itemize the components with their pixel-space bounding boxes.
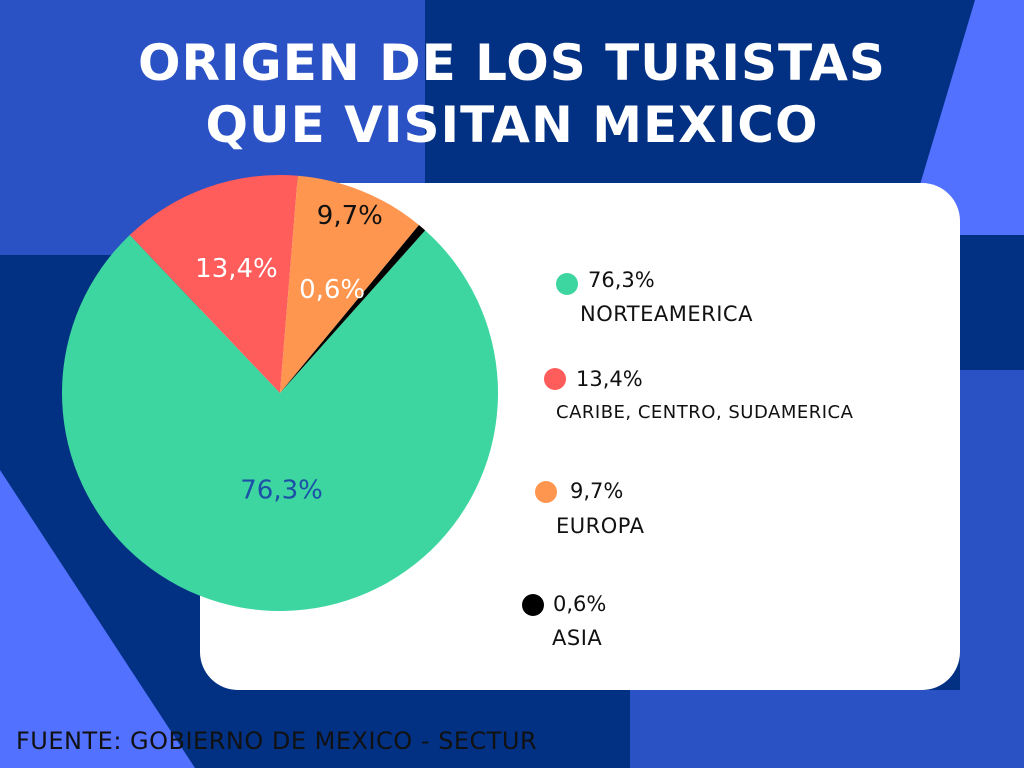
bg-block-bottom-left	[0, 470, 195, 768]
legend-swatch	[556, 273, 578, 295]
source-footer: FUENTE: GOBIERNO DE MEXICO - SECTUR	[16, 727, 538, 755]
legend-value: 13,4%	[576, 367, 643, 391]
bg-block-bottom-right	[630, 690, 1024, 768]
bg-block-right	[960, 370, 1024, 768]
slice-asia	[280, 225, 426, 393]
legend-swatch	[544, 368, 566, 390]
data-label-caribe-centro-sudamerica: 13,4%	[195, 254, 278, 284]
legend-label: ASIA	[552, 626, 603, 650]
slice-europa	[280, 175, 419, 393]
page-title-line-1: ORIGEN DE LOS TURISTAS	[138, 34, 886, 92]
slice-norteamerica	[62, 230, 499, 611]
data-label-norteamerica: 76,3%	[240, 476, 323, 506]
legend-value: 76,3%	[588, 268, 655, 292]
slice-caribe-centro-sudamerica	[129, 175, 298, 393]
legend-swatch	[522, 594, 544, 616]
legend-value: 0,6%	[553, 592, 607, 616]
data-label-asia: 0,6%	[299, 275, 365, 305]
data-label-europa: 9,7%	[317, 201, 383, 231]
legend-label: CARIBE, CENTRO, SUDAMERICA	[556, 402, 854, 423]
legend-label: NORTEAMERICA	[580, 302, 753, 326]
bg-block-top-right	[905, 0, 1024, 235]
legend-label: EUROPA	[556, 514, 645, 538]
page-title-line-2: QUE VISITAN MEXICO	[205, 96, 819, 154]
legend-swatch	[535, 481, 557, 503]
legend-value: 9,7%	[570, 479, 624, 503]
